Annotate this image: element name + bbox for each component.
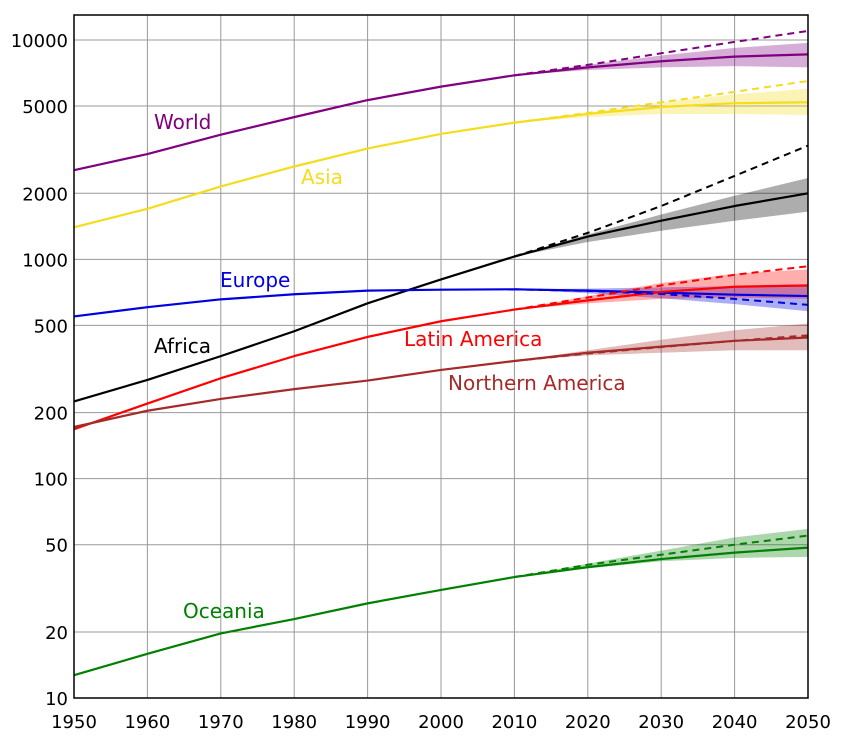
oceania-projection-line bbox=[514, 534, 809, 579]
oceania-label: Oceania bbox=[183, 599, 265, 623]
world-line bbox=[73, 53, 809, 172]
northern-america-band bbox=[514, 323, 808, 361]
europe-line bbox=[73, 288, 809, 318]
series-labels: World Asia Africa Europe Latin America Northe… bbox=[154, 110, 626, 623]
world-label: World bbox=[154, 110, 211, 134]
x-tick-label: 1970 bbox=[198, 712, 244, 733]
asia-line bbox=[73, 101, 809, 229]
x-tick-label: 2010 bbox=[491, 712, 537, 733]
latin-america-projection-line bbox=[514, 265, 809, 311]
tick-labels: 1950 1960 1970 1980 1990 2000 2010 2020 2030 2040… bbox=[11, 31, 831, 733]
asia-label: Asia bbox=[301, 165, 343, 189]
x-tick-label: 2030 bbox=[638, 712, 684, 733]
x-tick-label: 1950 bbox=[51, 712, 97, 733]
northern-america-projection-line bbox=[514, 334, 809, 362]
oceania-line bbox=[73, 546, 809, 677]
x-tick-label: 1990 bbox=[345, 712, 391, 733]
y-tick-label: 200 bbox=[34, 404, 68, 425]
x-tick-label: 2050 bbox=[785, 712, 831, 733]
world-projection-line bbox=[514, 29, 809, 77]
europe-projection-line bbox=[514, 288, 809, 306]
plot-frame bbox=[73, 14, 809, 699]
x-tick-label: 2000 bbox=[418, 712, 464, 733]
x-tick-label: 1980 bbox=[271, 712, 317, 733]
latin-america-label: Latin America bbox=[404, 327, 542, 351]
asia-projection-line bbox=[514, 80, 809, 124]
y-tick-label: 10000 bbox=[11, 31, 68, 52]
x-tick-label: 2020 bbox=[565, 712, 611, 733]
y-tick-label: 20 bbox=[45, 623, 68, 644]
y-tick-label: 5000 bbox=[22, 97, 68, 118]
y-tick-label: 1000 bbox=[22, 250, 68, 271]
y-tick-label: 50 bbox=[45, 536, 68, 557]
northern-america-label: Northern America bbox=[448, 371, 626, 395]
africa-label: Africa bbox=[154, 334, 211, 358]
x-tick-label: 1960 bbox=[124, 712, 170, 733]
y-tick-label: 100 bbox=[34, 470, 68, 491]
series-lines bbox=[73, 53, 809, 677]
y-tick-label: 500 bbox=[34, 316, 68, 337]
y-tick-label: 2000 bbox=[22, 184, 68, 205]
europe-label: Europe bbox=[220, 268, 290, 292]
africa-line bbox=[73, 192, 809, 403]
x-tick-label: 2040 bbox=[712, 712, 758, 733]
projection-lines bbox=[514, 29, 809, 579]
africa-projection-line bbox=[514, 144, 809, 258]
latin-america-line bbox=[73, 284, 809, 431]
y-tick-label: 10 bbox=[45, 689, 68, 710]
